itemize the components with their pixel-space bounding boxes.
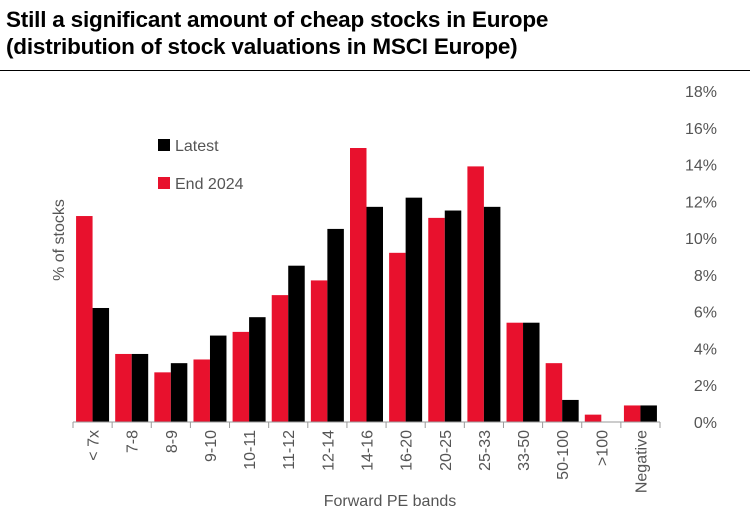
bar-latest-5 xyxy=(288,265,305,422)
title-divider xyxy=(0,70,750,71)
bar-end-2024-12 xyxy=(545,363,563,422)
bar-latest-2 xyxy=(170,363,188,422)
y-tick-label: 16% xyxy=(685,121,717,138)
bar-end-2024-8 xyxy=(389,252,406,422)
bar-latest-1 xyxy=(131,353,149,422)
bar-end-2024-14 xyxy=(623,405,641,422)
bar-latest-9 xyxy=(444,210,462,422)
chart-title: Still a significant amount of cheap stoc… xyxy=(6,6,746,60)
x-tick-label: 14-16 xyxy=(360,430,377,471)
x-tick-label: >100 xyxy=(594,430,611,466)
legend-label-end-2024: End 2024 xyxy=(175,176,244,193)
x-axis-ticks xyxy=(72,422,661,428)
x-tick-label: 50-100 xyxy=(555,430,572,480)
y-tick-label: 6% xyxy=(694,305,717,322)
legend-label-latest: Latest xyxy=(175,138,219,155)
legend-swatch-end-2024 xyxy=(158,177,170,189)
bar-latest-4 xyxy=(249,317,266,422)
bar-end-2024-7 xyxy=(350,148,367,422)
bars-group xyxy=(76,148,657,422)
bar-end-2024-4 xyxy=(232,331,250,422)
y-tick-label: 12% xyxy=(685,194,717,211)
y-tick-label: 8% xyxy=(694,268,717,285)
y-axis-tick-labels: 0% 2% 4% 6% 8% 10% 12% 14% 16% 18% xyxy=(685,84,717,432)
bar-latest-7 xyxy=(366,206,383,422)
x-tick-label: 12-14 xyxy=(320,430,337,471)
y-tick-label: 0% xyxy=(694,415,717,432)
bar-end-2024-2 xyxy=(154,372,171,422)
x-tick-label: < 7x xyxy=(86,430,103,461)
bar-end-2024-10 xyxy=(467,166,484,422)
title-line-1: Still a significant amount of cheap stoc… xyxy=(6,7,549,32)
bar-latest-8 xyxy=(405,197,423,422)
x-tick-label: 10-11 xyxy=(242,430,259,470)
x-tick-label: 11-12 xyxy=(281,430,298,470)
bar-latest-3 xyxy=(209,335,227,422)
bar-latest-12 xyxy=(562,399,579,422)
x-tick-label: 25-33 xyxy=(477,430,494,471)
x-tick-label: 33-50 xyxy=(516,430,533,471)
bar-latest-0 xyxy=(92,307,110,422)
y-tick-label: 10% xyxy=(685,231,717,248)
x-tick-label: 9-10 xyxy=(203,430,220,462)
bar-end-2024-3 xyxy=(193,359,210,422)
bar-latest-14 xyxy=(640,405,657,422)
bar-end-2024-6 xyxy=(310,280,328,422)
bar-end-2024-13 xyxy=(584,414,602,422)
bar-latest-6 xyxy=(327,228,344,422)
bar-end-2024-1 xyxy=(115,353,132,422)
bar-latest-11 xyxy=(523,322,540,422)
bar-end-2024-11 xyxy=(506,322,524,422)
y-tick-label: 18% xyxy=(685,84,717,101)
bar-end-2024-9 xyxy=(428,217,445,422)
y-axis-title: % of stocks xyxy=(51,199,68,281)
bar-end-2024-0 xyxy=(76,216,93,422)
y-tick-label: 4% xyxy=(694,341,717,358)
legend-swatch-latest xyxy=(158,139,170,151)
x-axis-title: Forward PE bands xyxy=(324,493,457,510)
y-tick-label: 14% xyxy=(685,158,717,175)
title-line-2: (distribution of stock valuations in MSC… xyxy=(6,34,518,59)
x-tick-label: 16-20 xyxy=(399,430,416,471)
x-tick-label: 7-8 xyxy=(125,430,142,453)
x-tick-label: 8-9 xyxy=(164,430,181,453)
y-tick-label: 2% xyxy=(694,378,717,395)
bar-end-2024-5 xyxy=(271,295,289,422)
x-tick-label: 20-25 xyxy=(438,430,455,471)
legend: Latest End 2024 xyxy=(158,138,244,193)
x-axis-tick-labels: < 7x 7-8 8-9 9-10 10-11 11-12 12-14 14-16 16-20 2… xyxy=(86,430,651,493)
x-tick-label: Negative xyxy=(633,430,650,493)
bar-latest-10 xyxy=(483,206,501,422)
